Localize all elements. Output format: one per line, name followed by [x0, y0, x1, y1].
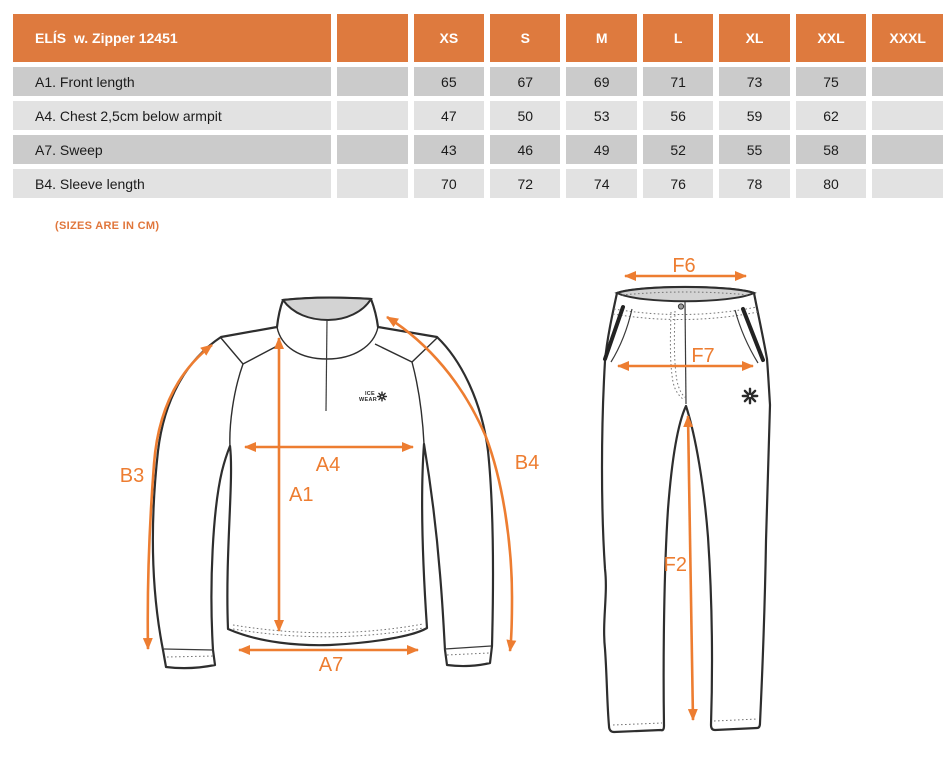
measurement-value: 73	[719, 67, 790, 96]
measurement-value: 74	[566, 169, 637, 198]
arrow-f2	[683, 415, 698, 721]
blank-cell	[337, 135, 408, 164]
measurement-value: 47	[413, 101, 485, 130]
measurement-value: 70	[413, 169, 485, 198]
measurement-value: 50	[490, 101, 561, 130]
label-f6: F6	[672, 255, 695, 277]
measurement-value	[872, 101, 943, 130]
blank-cell	[337, 101, 408, 130]
measurement-value: 76	[642, 169, 714, 198]
measurement-value: 58	[795, 135, 867, 164]
size-header-m: M	[566, 14, 637, 62]
collar-inside	[281, 296, 373, 322]
size-header-xxl: XXL	[795, 14, 867, 62]
snowflake-icon	[741, 387, 759, 405]
gear-icon	[376, 391, 388, 402]
measurement-value: 59	[719, 101, 790, 130]
waistband-stitching	[621, 291, 750, 296]
table-row: A7. Sweep 43 46 49 52 55 58	[13, 135, 943, 164]
blank-cell	[337, 169, 408, 198]
measurement-value: 78	[719, 169, 790, 198]
measurement-value: 80	[795, 169, 867, 198]
measurement-value: 55	[719, 135, 790, 164]
table-row: A4. Chest 2,5cm below armpit 47 50 53 56 59 62	[13, 101, 943, 130]
size-header-s: S	[490, 14, 561, 62]
center-front-seam	[684, 301, 687, 405]
fly-stitching	[673, 310, 687, 399]
left-pocket-bag	[610, 308, 633, 363]
right-cuff-stitching	[446, 652, 490, 656]
label-a1: A1	[289, 484, 313, 506]
measurement-value: 46	[490, 135, 561, 164]
measurement-value: 56	[642, 101, 714, 130]
measurement-value: 72	[490, 169, 561, 198]
measurement-value: 53	[566, 101, 637, 130]
blank-cell	[337, 67, 408, 96]
size-header-xs: XS	[413, 14, 485, 62]
right-pocket-bag	[734, 309, 759, 364]
right-hem-stitching	[713, 718, 759, 722]
measurement-label: A4. Chest 2,5cm below armpit	[13, 101, 332, 130]
product-title: ELÍS w. Zipper 12451	[13, 14, 332, 62]
label-b4: B4	[515, 452, 539, 474]
blank-header-cell	[337, 14, 408, 62]
pants-outline	[600, 285, 772, 734]
size-guide-page: ELÍS w. Zipper 12451 XS S M L XL XXL XXXL A1. …	[0, 9, 949, 734]
measurement-value: 52	[642, 135, 714, 164]
waistband-inside	[614, 286, 757, 303]
measurement-value: 67	[490, 67, 561, 96]
fly-stitching	[669, 311, 685, 401]
label-b3: B3	[120, 465, 144, 487]
measurement-label: A7. Sweep	[13, 135, 332, 164]
size-header-xl: XL	[719, 14, 790, 62]
measurement-label: B4. Sleeve length	[13, 169, 332, 198]
units-note: (SIZES ARE IN CM)	[55, 220, 160, 232]
label-a4: A4	[316, 454, 340, 476]
svg-text:ICE: ICE	[365, 391, 375, 397]
svg-text:WEAR: WEAR	[359, 397, 377, 403]
measurement-value	[872, 169, 943, 198]
icewear-logo: ICE WEAR	[359, 391, 388, 403]
measurement-value: 75	[795, 67, 867, 96]
right-pocket-opening	[741, 307, 765, 362]
table-row: B4. Sleeve length 70 72 74 76 78 80	[13, 169, 943, 198]
zipper-line	[325, 319, 328, 412]
size-header-xxxl: XXXL	[872, 14, 943, 62]
measurement-label: A1. Front length	[13, 67, 332, 96]
measurement-value: 65	[413, 67, 485, 96]
measurement-value: 49	[566, 135, 637, 164]
arrow-b4	[386, 315, 517, 652]
size-header-l: L	[642, 14, 714, 62]
arrow-b3	[142, 343, 213, 650]
measurement-value: 62	[795, 101, 867, 130]
measurement-value	[872, 67, 943, 96]
table-row: A1. Front length 65 67 69 71 73 75	[13, 67, 943, 96]
measurement-value	[872, 135, 943, 164]
label-f7: F7	[691, 345, 714, 367]
size-table: ELÍS w. Zipper 12451 XS S M L XL XXL XXXL A1. …	[7, 9, 949, 203]
measurement-value: 69	[566, 67, 637, 96]
left-pocket-opening	[603, 305, 625, 361]
sweater-diagram: ICE WEAR B3 A4 A1 B4 A7	[120, 296, 539, 676]
label-f2: F2	[664, 554, 687, 576]
measurement-value: 71	[642, 67, 714, 96]
label-a7: A7	[319, 654, 343, 676]
table-header-row: ELÍS w. Zipper 12451 XS S M L XL XXL XXXL	[13, 14, 943, 62]
left-raglan-seam	[229, 363, 244, 448]
waistband-stitching	[613, 306, 758, 316]
waist-button	[677, 303, 685, 310]
left-hem-stitching	[612, 722, 663, 726]
measurement-value: 43	[413, 135, 485, 164]
pants-diagram: F6 F7 F2	[600, 255, 772, 734]
